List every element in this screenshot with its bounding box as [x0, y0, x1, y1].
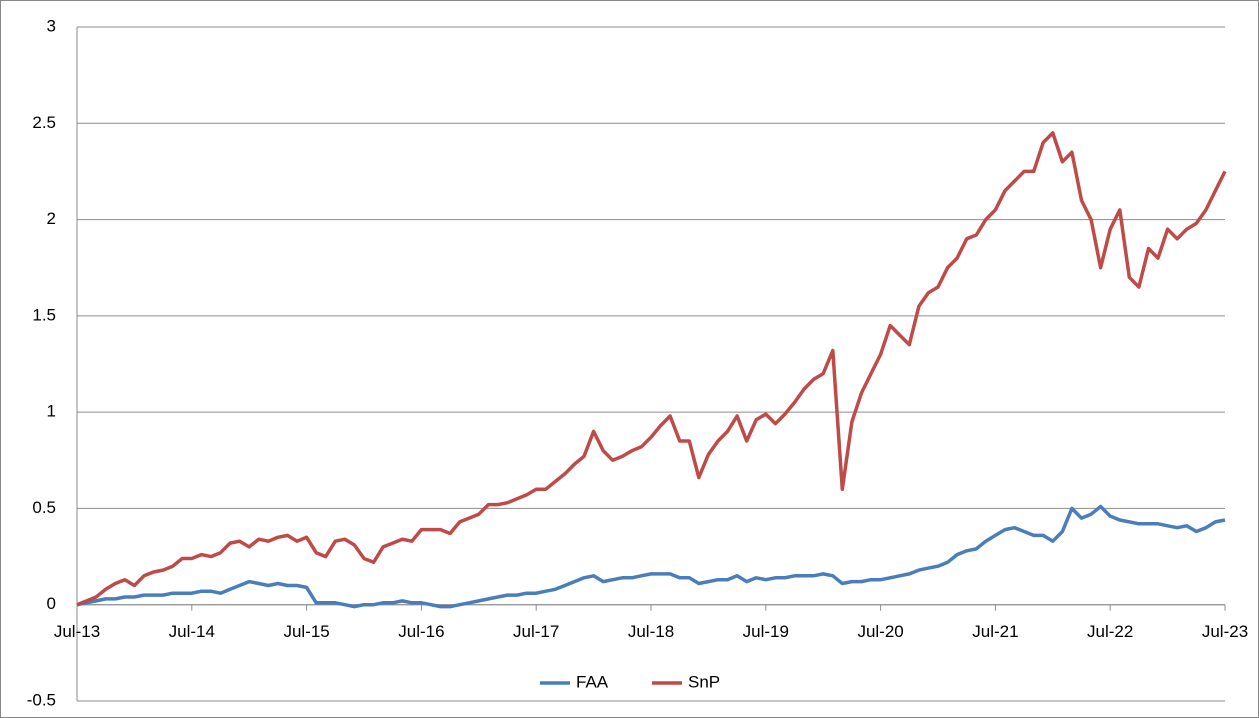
x-tick-label: Jul-15	[283, 622, 329, 641]
x-tick-label: Jul-21	[972, 622, 1018, 641]
x-tick-label: Jul-14	[169, 622, 215, 641]
x-tick-label: Jul-19	[743, 622, 789, 641]
y-tick-label: 1.5	[32, 305, 56, 324]
y-tick-label: 1	[47, 402, 56, 421]
x-tick-label: Jul-17	[513, 622, 559, 641]
y-tick-label: 0.5	[32, 498, 56, 517]
y-tick-label: 0	[47, 594, 56, 613]
x-tick-label: Jul-23	[1202, 622, 1248, 641]
y-tick-label: 2	[47, 209, 56, 228]
x-tick-label: Jul-13	[54, 622, 100, 641]
legend-label: FAA	[576, 672, 609, 691]
x-tick-label: Jul-22	[1087, 622, 1133, 641]
y-tick-label: 2.5	[32, 113, 56, 132]
series-line	[76, 504, 1226, 609]
x-tick-label: Jul-20	[857, 622, 903, 641]
y-tick-label: -0.5	[27, 690, 56, 709]
legend-label: SnP	[688, 672, 720, 691]
y-tick-label: 3	[47, 16, 56, 35]
x-tick-label: Jul-18	[628, 622, 674, 641]
x-tick-label: Jul-16	[398, 622, 444, 641]
series-line	[76, 131, 1227, 607]
